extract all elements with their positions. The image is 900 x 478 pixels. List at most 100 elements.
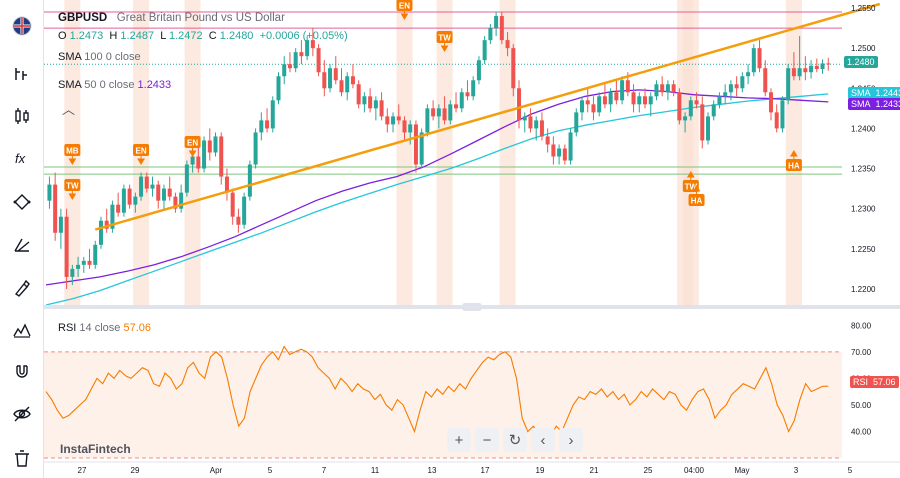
zoom-out-button[interactable]: −: [475, 428, 499, 452]
candle-body: [161, 188, 166, 201]
signal-badge: [64, 179, 81, 191]
sma100-polyline: [45, 93, 829, 306]
hide-drawings-icon[interactable]: [6, 398, 38, 430]
high-label: H: [109, 30, 118, 42]
measure-icon[interactable]: [6, 228, 38, 260]
candle-body: [671, 84, 676, 93]
rsi-value: 57.06: [123, 322, 151, 334]
fx-icon[interactable]: fx: [6, 142, 38, 174]
candle-body: [179, 192, 184, 209]
candle-body: [459, 92, 464, 109]
candle-body: [476, 60, 481, 81]
candle-body: [104, 220, 109, 229]
candle-body: [723, 92, 728, 97]
candle-body: [482, 40, 487, 61]
candle-body: [425, 108, 430, 133]
candle-body: [270, 100, 275, 129]
change-value: +0.0006 (+0.05%): [259, 30, 348, 42]
reset-icon[interactable]: ↻: [503, 428, 527, 452]
candle-body: [711, 104, 716, 117]
candle-body: [551, 144, 556, 157]
brush-icon[interactable]: [6, 272, 38, 304]
candle-body: [568, 132, 573, 161]
candle-body: [213, 136, 218, 153]
high-value: 1.2487: [120, 30, 155, 42]
candle-body: [339, 80, 344, 93]
low-value: 1.2472: [168, 30, 203, 42]
time-tick: 19: [536, 466, 545, 475]
symbol-name: Great Britain Pound vs US Dollar: [116, 12, 285, 24]
sma100-tag-label: SMA: [851, 88, 871, 98]
candle-body: [734, 84, 739, 89]
candle-body: [637, 96, 642, 105]
time-tick: 5: [848, 466, 853, 475]
sma50-legend[interactable]: SMA 50 0 close 1.2433: [58, 79, 171, 91]
candle-body: [316, 48, 321, 73]
signal-band: [436, 0, 453, 305]
candle-body: [809, 65, 814, 73]
sma50-tag-label: SMA: [851, 99, 871, 109]
horizontal-lines: [44, 11, 842, 175]
open-value: 1.2473: [69, 30, 104, 42]
arrow-up-icon: [686, 171, 695, 180]
rsi-tick: 40.00: [851, 427, 872, 436]
symbol-ticker: GBPUSD: [58, 12, 108, 24]
signal-code: MB: [66, 147, 79, 156]
candle-body: [116, 204, 121, 213]
magnet-icon[interactable]: [6, 356, 38, 388]
candle-body: [740, 76, 745, 89]
delete-icon[interactable]: [6, 442, 38, 474]
collapse-legend-icon[interactable]: ︿: [62, 102, 76, 117]
candle-body: [413, 124, 418, 165]
candle-body: [402, 120, 407, 133]
candle-body: [58, 216, 63, 233]
candle-body: [585, 100, 590, 105]
signal-marker: TW: [64, 179, 81, 200]
candle-body: [620, 80, 625, 101]
candle-body: [207, 140, 212, 153]
signal-marker: HA: [785, 150, 802, 171]
candles: [47, 12, 831, 289]
brand-logo: InstaFintech: [60, 442, 131, 456]
close-value: 1.2480: [219, 30, 254, 42]
left-toolbar: fx: [0, 0, 44, 478]
time-tick: 13: [428, 466, 437, 475]
candle-body: [110, 204, 115, 229]
indicators-icon[interactable]: [6, 314, 38, 346]
candle-body: [665, 84, 670, 93]
time-tick: 5: [268, 466, 273, 475]
candle-body: [528, 116, 533, 129]
candle-body: [64, 216, 69, 277]
candle-body: [76, 264, 81, 269]
pane-resize-handle: [462, 303, 482, 311]
candles-icon[interactable]: [6, 100, 38, 132]
sma50-line: [45, 89, 829, 286]
candle-body: [786, 68, 791, 101]
candle-body: [328, 68, 333, 89]
flag-icon[interactable]: [6, 10, 38, 42]
trend-tools-icon[interactable]: [6, 58, 38, 90]
candle-body: [591, 104, 596, 113]
scroll-right-icon[interactable]: ›: [559, 428, 583, 452]
rsi-legend[interactable]: RSI 14 close 57.06: [58, 322, 151, 334]
zoom-in-button[interactable]: +: [447, 428, 471, 452]
signal-markers: MB TW EN EN EN TW TW HA HA: [64, 0, 802, 206]
sma50-label: SMA: [58, 79, 82, 91]
time-tick: May: [734, 466, 749, 475]
rsi-label: RSI: [58, 322, 77, 334]
scroll-left-icon[interactable]: ‹: [531, 428, 555, 452]
time-tick: 21: [590, 466, 599, 475]
candle-body: [81, 260, 86, 265]
candle-body: [803, 68, 808, 73]
open-label: O: [58, 30, 67, 42]
patterns-icon[interactable]: [6, 186, 38, 218]
candle-body: [167, 188, 172, 197]
candle-body: [614, 92, 619, 101]
signal-marker: EN: [133, 144, 150, 165]
rsi-axis-tag: RSI 57.06: [850, 376, 899, 388]
candle-body: [517, 88, 522, 121]
sma100-legend[interactable]: SMA 100 0 close: [58, 51, 141, 63]
candle-body: [70, 268, 75, 277]
